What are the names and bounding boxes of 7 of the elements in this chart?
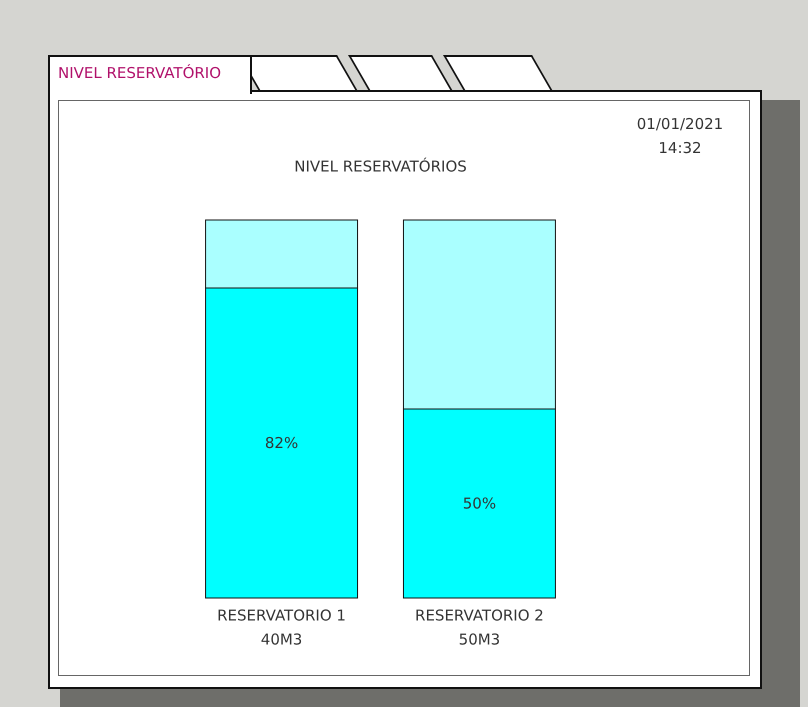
chart-title: NIVEL RESERVATÓRIOS bbox=[294, 158, 467, 176]
data-label: 50% bbox=[462, 494, 496, 512]
text: 01/01/2021 14:32 bbox=[636, 114, 724, 159]
x-tick-label: RESERVATORIO 1 40M3 bbox=[217, 606, 346, 648]
text: NIVEL RESERVATÓRIO bbox=[58, 64, 222, 82]
x-tick-label: RESERVATORIO 2 50M3 bbox=[415, 606, 544, 648]
data-label: 82% bbox=[264, 434, 298, 452]
